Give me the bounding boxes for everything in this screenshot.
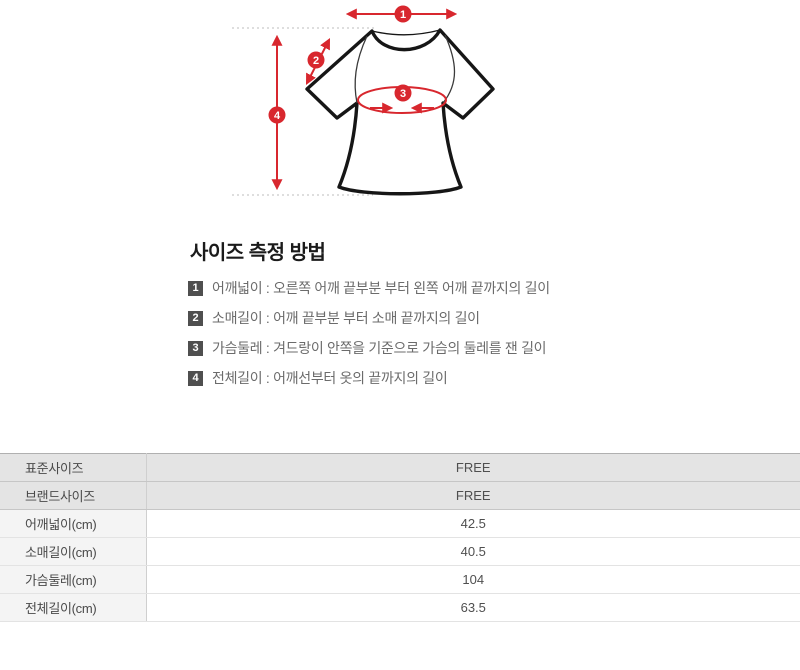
measure-list-item: 4 전체길이 : 어깨선부터 옷의 끝까지의 길이 <box>188 363 550 393</box>
measure-list-item: 1 어깨넓이 : 오른쪽 어깨 끝부분 부터 왼쪽 어깨 끝까지의 길이 <box>188 273 550 303</box>
marker-4-badge <box>268 106 286 124</box>
item-number-badge: 3 <box>188 340 203 356</box>
left-seam-line <box>354 35 368 104</box>
row-value: 104 <box>146 565 800 594</box>
row-label: 브랜드사이즈 <box>0 481 147 510</box>
marker-3-badge <box>394 84 412 102</box>
table-row: 표준사이즈 FREE <box>0 453 800 482</box>
marker-2-label: 2 <box>313 55 319 67</box>
measure-list: 1 어깨넓이 : 오른쪽 어깨 끝부분 부터 왼쪽 어깨 끝까지의 길이 2 소… <box>188 273 550 393</box>
row-value: FREE <box>146 453 800 482</box>
collar-back-line <box>371 29 441 36</box>
row-label: 표준사이즈 <box>0 453 147 482</box>
table-row: 어깨넓이(cm) 42.5 <box>0 509 800 538</box>
marker-1-badge <box>394 5 412 23</box>
marker-4-label: 4 <box>274 110 281 122</box>
measure-list-item: 3 가슴둘레 : 겨드랑이 안쪽을 기준으로 가슴의 둘레를 잰 길이 <box>188 333 550 363</box>
table-row: 소매길이(cm) 40.5 <box>0 537 800 566</box>
item-text: 소매길이 : 어깨 끝부분 부터 소매 끝까지의 길이 <box>212 310 480 326</box>
item-number-badge: 4 <box>188 370 203 386</box>
right-seam-line <box>442 34 456 104</box>
row-label: 어깨넓이(cm) <box>0 509 147 538</box>
row-value: 40.5 <box>146 537 800 566</box>
item-number-badge: 1 <box>188 280 203 296</box>
item-text: 어깨넓이 : 오른쪽 어깨 끝부분 부터 왼쪽 어깨 끝까지의 길이 <box>212 280 550 296</box>
measure-list-item: 2 소매길이 : 어깨 끝부분 부터 소매 끝까지의 길이 <box>188 303 550 333</box>
table-row: 가슴둘레(cm) 104 <box>0 565 800 594</box>
tshirt-measure-diagram: 1 2 3 4 <box>0 0 800 215</box>
row-value: 42.5 <box>146 509 800 538</box>
item-number-badge: 2 <box>188 310 203 326</box>
marker-1-label: 1 <box>400 9 406 21</box>
item-text: 가슴둘레 : 겨드랑이 안쪽을 기준으로 가슴의 둘레를 잰 길이 <box>212 340 547 356</box>
table-row: 브랜드사이즈 FREE <box>0 481 800 510</box>
tshirt-outline <box>305 28 495 196</box>
marker-3-label: 3 <box>400 88 406 100</box>
row-value: FREE <box>146 481 800 510</box>
item-text: 전체길이 : 어깨선부터 옷의 끝까지의 길이 <box>212 370 448 386</box>
marker-2-badge <box>307 51 325 69</box>
row-value: 63.5 <box>146 593 800 622</box>
table-row: 전체길이(cm) 63.5 <box>0 593 800 622</box>
size-spec-table: 표준사이즈 FREE 브랜드사이즈 FREE 어깨넓이(cm) 42.5 소매길… <box>0 453 800 622</box>
tshirt-diagram-svg: 1 2 3 4 <box>232 5 495 196</box>
size-method-title: 사이즈 측정 방법 <box>190 242 326 264</box>
row-label: 가슴둘레(cm) <box>0 565 147 594</box>
row-label: 소매길이(cm) <box>0 537 147 566</box>
row-label: 전체길이(cm) <box>0 593 147 622</box>
